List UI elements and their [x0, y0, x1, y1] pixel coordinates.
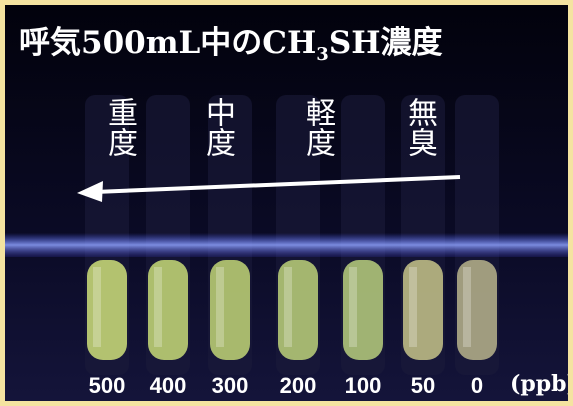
tube-part	[349, 267, 357, 347]
arrow-head	[77, 181, 103, 202]
concentration-label: 0	[470, 373, 484, 398]
severity-label: 中度	[200, 97, 235, 157]
tube-part	[210, 260, 250, 360]
glow-band	[5, 233, 568, 257]
concentration-label: 50	[410, 373, 436, 398]
tube-part	[457, 260, 497, 360]
concentration-label: 200	[279, 373, 317, 398]
title-subscript: 3	[316, 44, 329, 66]
scene	[5, 5, 568, 401]
tube-part	[343, 260, 383, 360]
concentration-label: 300	[211, 373, 249, 398]
tube-part	[148, 260, 188, 360]
tube	[208, 95, 252, 375]
arrow-line	[94, 175, 461, 194]
concentration-label: 100	[344, 373, 382, 398]
severity-label: 軽度	[300, 97, 335, 157]
tube-part	[154, 267, 162, 347]
tube-part	[93, 267, 101, 347]
concentration-label: 400	[149, 373, 187, 398]
tube-part	[284, 267, 292, 347]
severity-label: 無臭	[402, 97, 437, 157]
tubes	[85, 95, 499, 375]
tube-part	[87, 260, 127, 360]
tube-part	[463, 267, 471, 347]
severity-label: 重度	[102, 97, 137, 157]
title-text: SH濃度	[328, 25, 443, 61]
unit-label: (ppb)	[510, 371, 573, 397]
tube-part	[403, 260, 443, 360]
tube-part	[278, 260, 318, 360]
concentration-label: 500	[88, 373, 126, 398]
title-text: 呼気500mL中のCH	[19, 25, 317, 61]
tube-part	[216, 267, 224, 347]
title: 呼気500mL中のCH3SH濃度	[19, 17, 443, 65]
tube-part	[409, 267, 417, 347]
